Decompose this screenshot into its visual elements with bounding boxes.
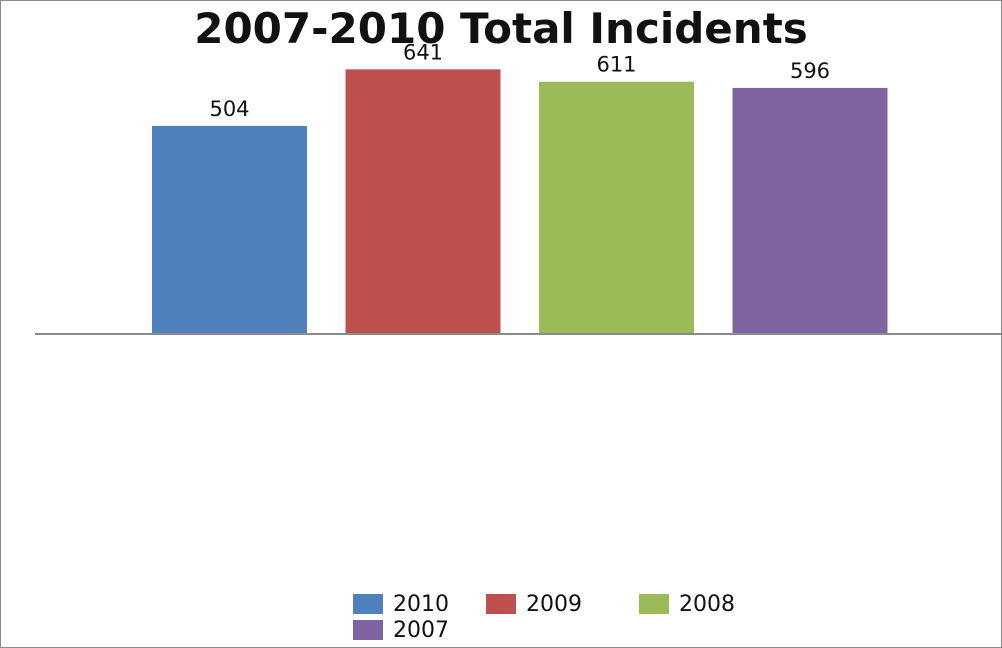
legend-item-2008: 2008 [639,591,735,617]
data-label-2008: 611 [596,53,636,77]
legend-item-2009: 2009 [486,591,582,617]
legend-label: 2008 [679,591,735,617]
legend-item-2007: 2007 [353,617,449,643]
legend-swatch [486,594,516,614]
legend-label: 2007 [393,617,449,643]
bar-2010 [152,125,307,334]
legend-swatch [353,620,383,640]
chart-title: 2007-2010 Total Incidents [194,4,808,53]
bars-group: 504 641 611 596 [152,40,888,335]
legend-swatch [353,594,383,614]
legend-swatch [639,594,669,614]
data-label-2009: 641 [403,40,443,64]
legend-label: 2010 [393,591,449,617]
legend-label: 2009 [526,591,582,617]
bar-2007 [732,87,888,335]
bar-2009 [345,69,501,334]
data-label-2007: 596 [790,59,830,83]
legend-item-2010: 2010 [353,591,449,617]
data-label-2010: 504 [209,97,249,121]
bar-2008 [539,81,694,334]
